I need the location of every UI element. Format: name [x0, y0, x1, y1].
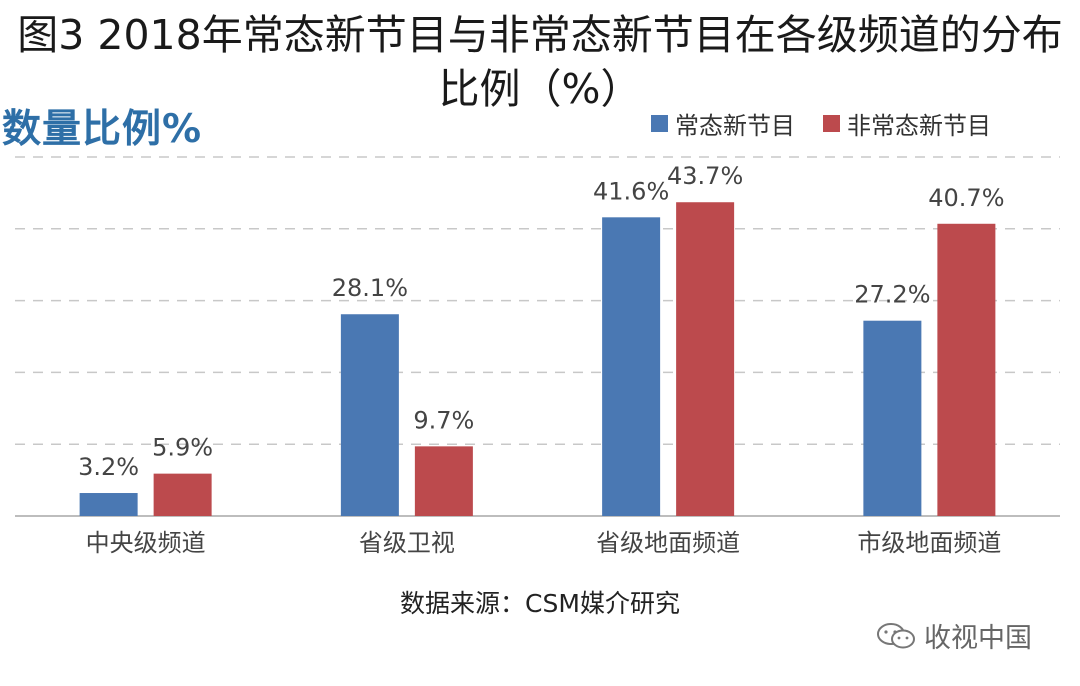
legend: 常态新节目 非常态新节目	[651, 106, 1019, 141]
bar-series-1	[79, 493, 138, 516]
bar-series-1	[340, 314, 399, 516]
legend-label-series-2: 非常态新节目	[847, 111, 991, 140]
wechat-icon	[877, 622, 915, 648]
watermark-text: 收视中国	[924, 623, 1032, 654]
x-tick-label: 省级卫视	[359, 529, 455, 557]
data-label: 40.7%	[928, 184, 1004, 212]
legend-item-series-2: 非常态新节目	[823, 106, 991, 141]
bar-series-2	[153, 473, 212, 516]
data-label: 41.6%	[593, 177, 669, 205]
legend-swatch-series-2	[823, 114, 840, 132]
bar-series-1	[602, 217, 661, 516]
data-label: 43.7%	[667, 162, 743, 190]
x-tick-label: 市级地面频道	[857, 529, 1001, 557]
bar-series-2	[676, 202, 735, 516]
data-source-note: 数据来源：CSM媒介研究	[400, 589, 680, 618]
x-tick-label: 中央级频道	[86, 529, 206, 557]
bar-series-1	[863, 320, 922, 516]
legend-label-series-1: 常态新节目	[675, 111, 795, 140]
bar-series-2	[414, 446, 473, 516]
bar-series-2	[937, 223, 996, 517]
chart-title: 图3 2018年常态新节目与非常态新节目在各级频道的分布比例（%）	[17, 11, 1063, 113]
legend-item-series-1: 常态新节目	[651, 106, 795, 141]
data-label: 5.9%	[152, 434, 213, 462]
watermark: 收视中国	[876, 616, 1032, 655]
data-label: 28.1%	[332, 274, 408, 302]
data-label: 9.7%	[413, 406, 474, 434]
data-label: 27.2%	[854, 281, 930, 309]
y-axis-label: 数量比例%	[2, 107, 203, 152]
legend-swatch-series-1	[651, 114, 668, 132]
data-label: 3.2%	[78, 453, 139, 481]
x-tick-label: 省级地面频道	[596, 529, 740, 557]
